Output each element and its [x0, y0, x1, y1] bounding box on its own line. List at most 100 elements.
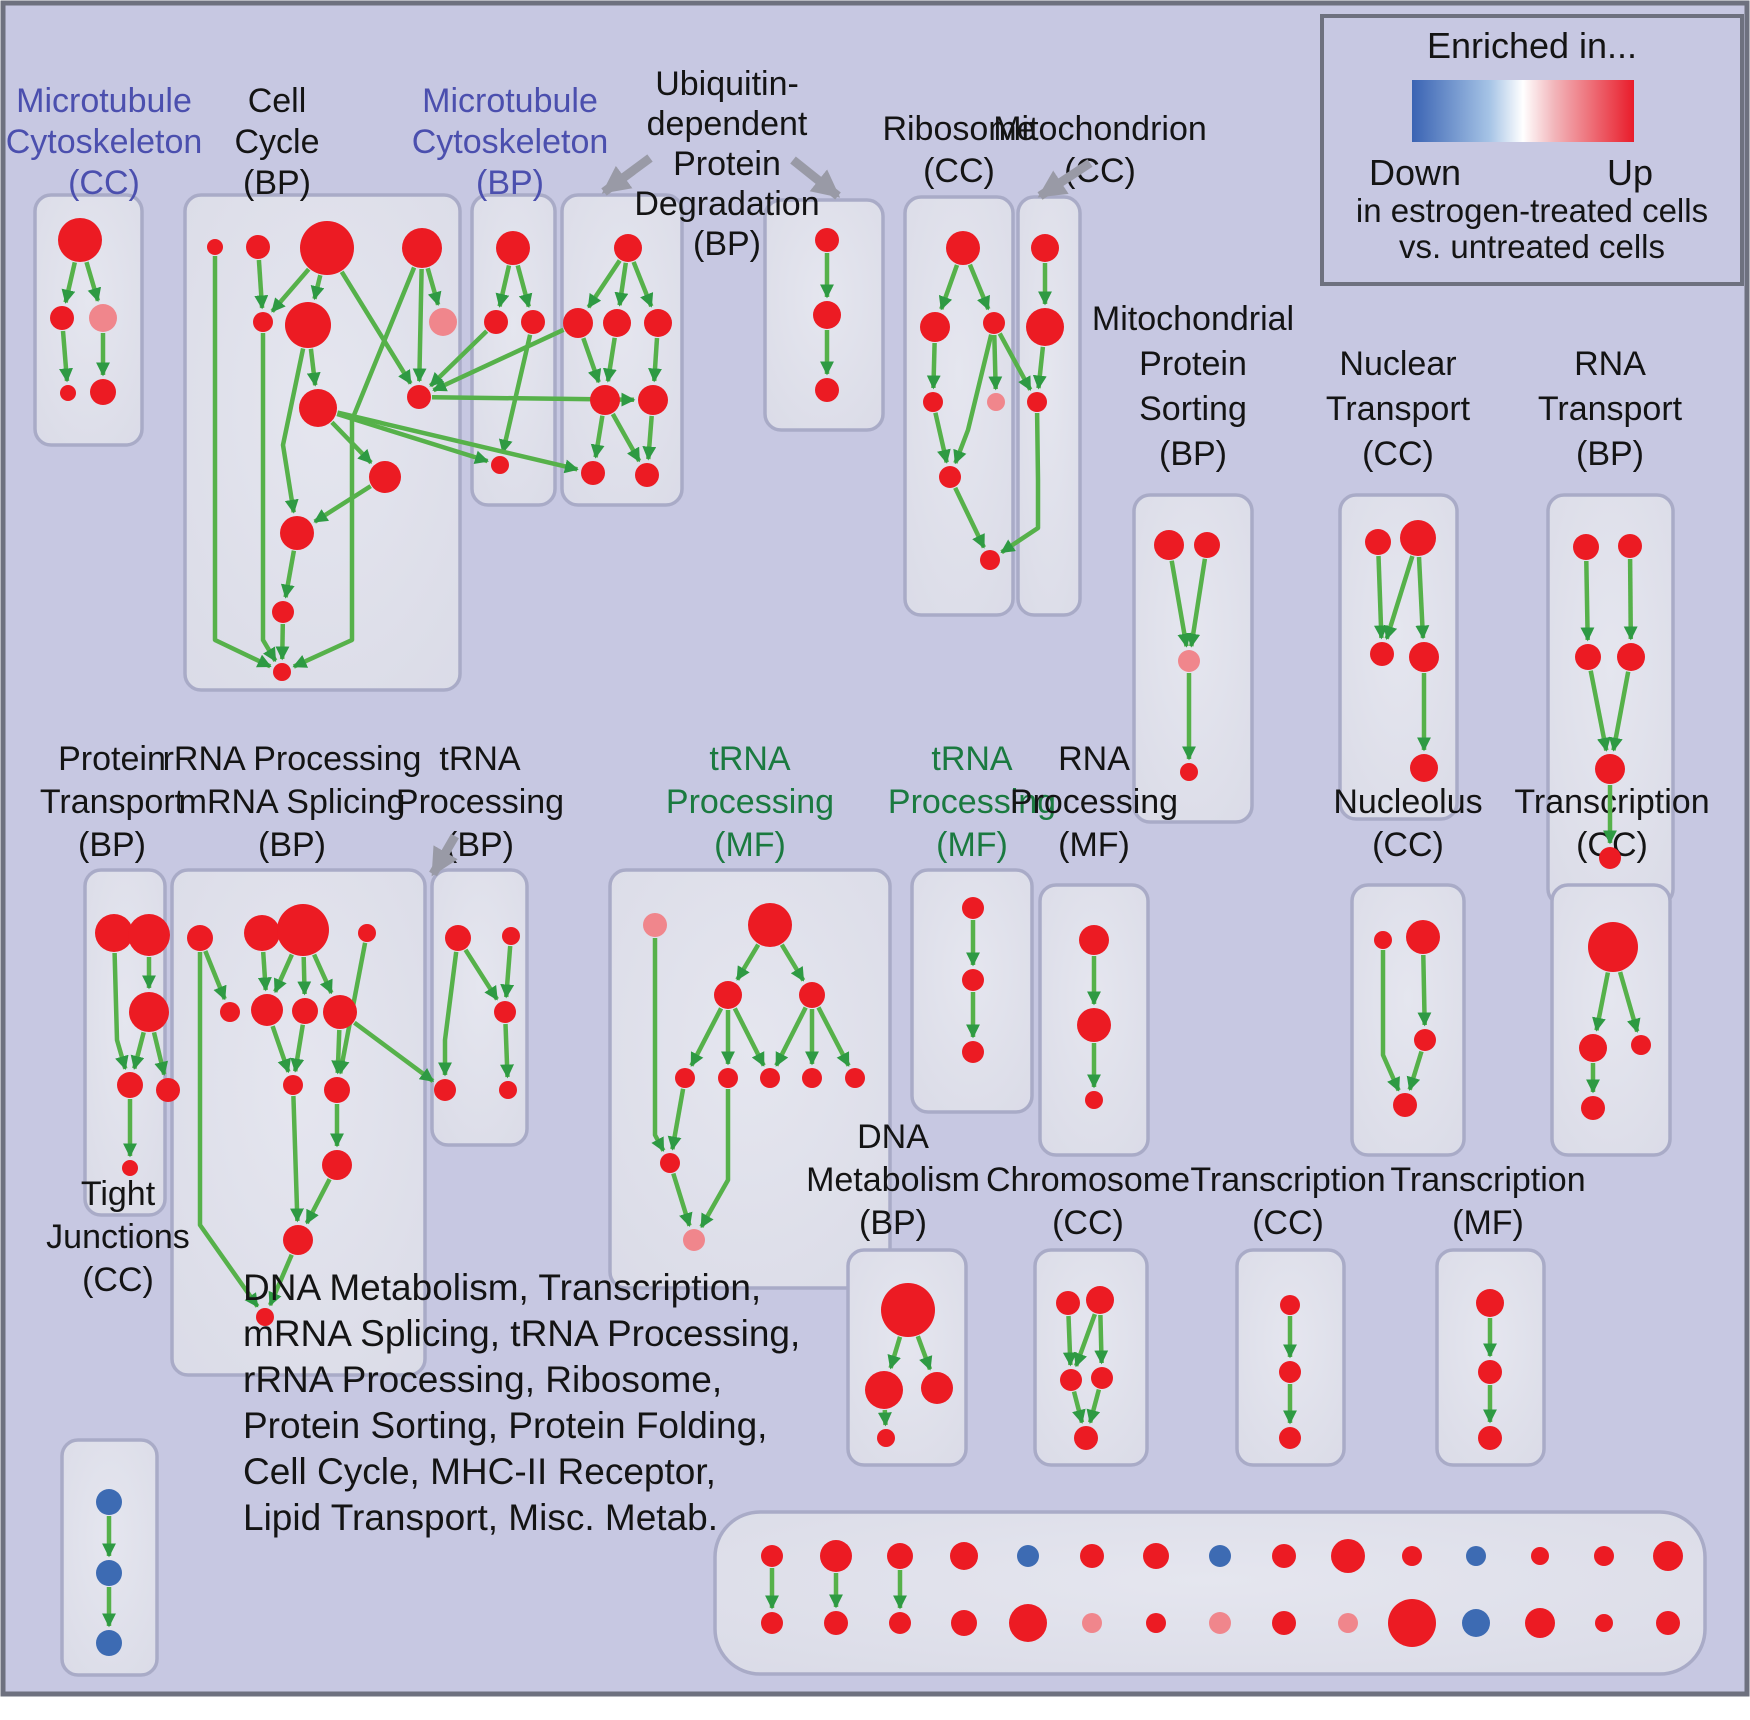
node-dna-metabolism-0 [881, 1283, 935, 1337]
cross-edge-3 [336, 410, 579, 474]
group-label-dna-metabolism-line3: (BP) [859, 1204, 927, 1242]
group-box-tight-junctions [60, 1438, 159, 1677]
group-label-protein-transport-line2: Transport [40, 783, 185, 821]
edge-trna-mf-1-10 [671, 1172, 693, 1228]
node-microtubule-bp-2 [521, 310, 545, 334]
edge-rna-transport-2 [1588, 670, 1611, 752]
node-protein-transport-0 [95, 914, 133, 952]
edge-mito-protein-sorting-1 [1186, 558, 1208, 648]
group-label-ribosome-line2: (CC) [923, 152, 995, 190]
node-misc-terms-7 [1209, 1545, 1231, 1567]
node-misc-terms-2 [887, 1543, 913, 1569]
edge-cell-cycle-11 [280, 550, 297, 599]
group-label-rna-transport-line1: RNA [1574, 345, 1646, 383]
edge-microtubule-bp-1 [515, 264, 533, 308]
edge-transcription-cc-1-0 [1592, 972, 1611, 1032]
node-trna-bp-3 [434, 1079, 456, 1101]
group-box-nuclear-transport [1338, 493, 1459, 821]
node-nuclear-transport-3 [1409, 642, 1439, 672]
node-ubiquitin-degradation-a-1 [563, 308, 593, 338]
group-label-mito-protein-sorting-line2: Protein [1139, 345, 1247, 383]
group-label-ribosome-line1: Ribosome [882, 110, 1035, 148]
node-rna-transport-2 [1575, 644, 1601, 670]
node-cell-cycle-7 [407, 385, 431, 409]
node-rna-processing-mf-1 [1077, 1008, 1111, 1042]
node-rna-transport-3 [1617, 643, 1645, 671]
edge-ribosome-1 [967, 263, 991, 311]
edge-microtubule-bp-0 [495, 264, 512, 308]
group-box-microtubule-bp [470, 193, 557, 507]
edge-rrna-mrna-13 [197, 952, 260, 1308]
edge-trna-mf-1-9 [667, 1088, 686, 1151]
node-mito-protein-sorting-0 [1154, 530, 1184, 560]
node-rna-transport-1 [1618, 534, 1642, 558]
node-trna-mf-1-4 [675, 1068, 695, 1088]
node-ubiquitin-degradation-b-1 [813, 301, 841, 329]
edge-protein-transport-2 [130, 1031, 146, 1070]
group-box-transcription-cc-1 [1550, 883, 1672, 1157]
group-label-transcription-mf-line2: (MF) [1452, 1204, 1524, 1242]
note-line-3: rRNA Processing, Ribosome, [243, 1359, 722, 1400]
node-trna-mf-1-0 [643, 913, 667, 937]
edge-ubiquitin-degradation-a-3 [581, 337, 602, 384]
node-chromosome-2 [1060, 1369, 1082, 1391]
edge-rrna-mrna-8 [331, 1029, 346, 1075]
edge-cell-cycle-13 [260, 333, 278, 662]
node-trna-mf-1-3 [799, 982, 825, 1008]
node-trna-mf-1-7 [802, 1068, 822, 1088]
node-transcription-cc-1-2 [1631, 1035, 1651, 1055]
node-cell-cycle-4 [253, 312, 273, 332]
node-ribosome-6 [980, 550, 1000, 570]
node-microtubule-cc-1 [50, 306, 74, 330]
node-transcription-cc-2-1 [1279, 1361, 1301, 1383]
node-misc-terms-1 [820, 1540, 852, 1572]
node-misc-terms-5 [1080, 1544, 1104, 1568]
group-label-trna-mf-2-line3: (MF) [936, 826, 1008, 864]
node-transcription-mf-2 [1478, 1426, 1502, 1450]
cross-edge-7 [1000, 412, 1041, 555]
edge-dna-metabolism-1 [915, 1335, 933, 1371]
note-line-1: DNA Metabolism, Transcription, [243, 1267, 761, 1308]
group-label-mitochondrion-line1: Mitochondrion [993, 110, 1207, 148]
edge-cell-cycle-1 [254, 259, 269, 310]
node-microtubule-bp-3 [491, 456, 509, 474]
node-misc-terms-8 [1272, 1544, 1296, 1568]
node-misc-terms-6 [1143, 1543, 1169, 1569]
node-protein-transport-2 [129, 992, 169, 1032]
edge-trna-mf-1-0 [651, 938, 666, 1152]
group-box-microtubule-cc [33, 193, 144, 447]
node-ubiquitin-degradation-a-0 [614, 234, 642, 262]
node-cell-cycle-12 [273, 663, 291, 681]
node-ubiquitin-degradation-b-0 [815, 228, 839, 252]
legend-down-label: Down [1369, 152, 1461, 193]
group-label-microtubule-cc-line2: Cytoskeleton [6, 123, 203, 161]
edge-rrna-mrna-0 [203, 950, 227, 1001]
node-transcription-mf-1 [1478, 1360, 1502, 1384]
edge-protein-transport-3 [151, 1031, 169, 1076]
edge-ubiquitin-degradation-a-5 [648, 337, 662, 383]
node-misc-terms-3 [950, 1542, 978, 1570]
group-label-rrna-mrna-line3: (BP) [258, 826, 326, 864]
node-rrna-mrna-7 [323, 995, 357, 1029]
group-box-trna-mf-1 [608, 868, 892, 1290]
label-pointer-arrow-1 [601, 154, 653, 196]
node-microtubule-cc-2 [89, 304, 117, 332]
group-label-rna-processing-mf-line2: Processing [1010, 783, 1178, 821]
group-label-ubiquitin-degradation-a-line1: Ubiquitin- [655, 65, 799, 103]
node-misc-terms-14 [1653, 1541, 1683, 1571]
node-misc-terms-29 [1656, 1611, 1680, 1635]
edge-trna-bp-1 [500, 945, 515, 999]
node-ubiquitin-degradation-a-4 [590, 385, 620, 415]
node-mito-protein-sorting-2 [1178, 650, 1200, 672]
edge-cell-cycle-14 [292, 266, 417, 669]
node-nuclear-transport-0 [1365, 529, 1391, 555]
group-label-mito-protein-sorting-line4: (BP) [1159, 435, 1227, 473]
group-label-trna-mf-2-line2: Processing [888, 783, 1056, 821]
group-label-rrna-mrna-line2: mRNA Splicing [179, 783, 406, 821]
edge-cell-cycle-6 [412, 268, 427, 383]
edge-ubiquitin-degradation-a-7 [642, 415, 657, 461]
edge-trna-mf-1-3 [689, 1007, 724, 1067]
edge-rrna-mrna-3 [297, 956, 312, 996]
node-misc-terms-15 [761, 1612, 783, 1634]
